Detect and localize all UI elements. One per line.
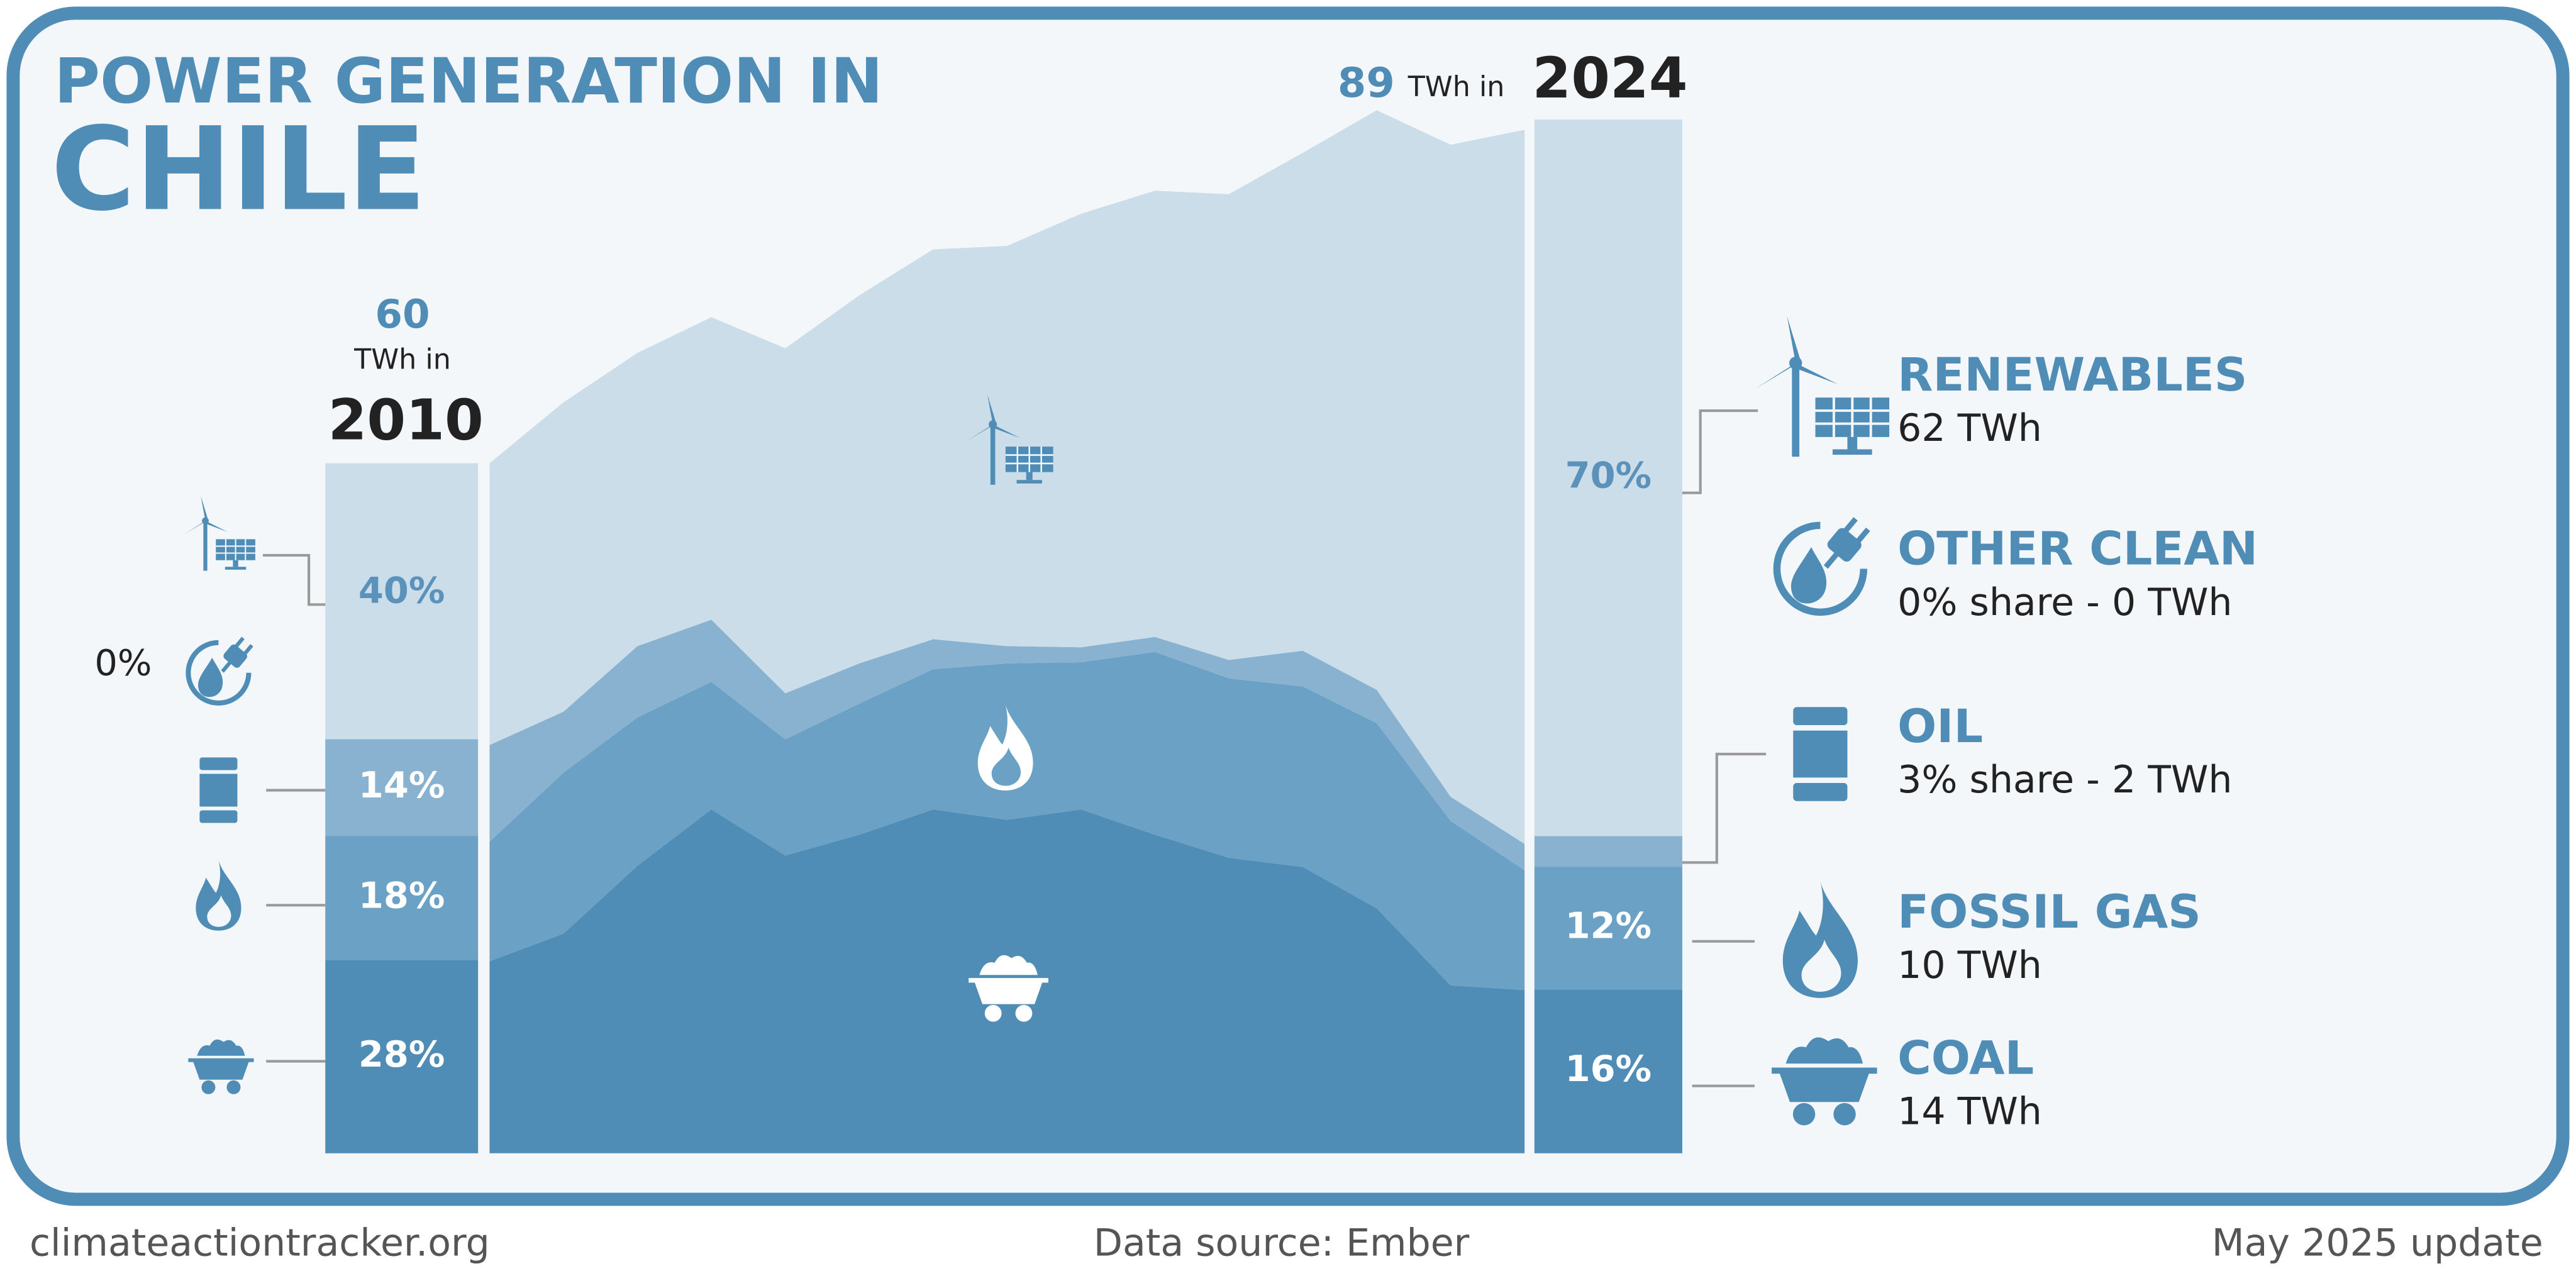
- start-bar-segment: [325, 739, 479, 836]
- title-line1: POWER GENERATION IN: [54, 45, 883, 118]
- end-bar-segment: [1534, 989, 1682, 1153]
- start-year: 2010: [328, 387, 484, 452]
- connector: [1682, 409, 1758, 494]
- area-4: [489, 110, 1525, 844]
- legend-name: RENEWABLES: [1897, 348, 2247, 402]
- legend-detail: 10 TWh: [1897, 943, 2042, 987]
- start-bar-segment: [325, 960, 479, 1153]
- footer-site: climateactiontracker.org: [30, 1221, 490, 1265]
- legend-name: COAL: [1897, 1032, 2034, 1085]
- end-bar-segment: [1534, 119, 1682, 836]
- legend-detail: 14 TWh: [1897, 1090, 2042, 1134]
- start-unit: TWh in: [353, 344, 451, 376]
- end-bar-segment: [1534, 836, 1682, 867]
- start-bar-segment: [325, 836, 479, 960]
- end-share-label: 70%: [1565, 454, 1652, 496]
- legend-detail: 3% share - 2 TWh: [1897, 758, 2232, 802]
- connector: [1682, 752, 1767, 864]
- start-share-label: 18%: [358, 874, 445, 916]
- left-icon: [199, 757, 238, 823]
- legend-icon: [1793, 707, 1848, 801]
- footer-source: Data source: Ember: [1094, 1221, 1470, 1265]
- area-2: [489, 619, 1525, 870]
- end-total: 89: [1338, 59, 1395, 107]
- end-bar-segment: [1534, 867, 1682, 990]
- connector: [262, 553, 326, 606]
- end-share-label: 16%: [1565, 1048, 1652, 1090]
- title-line2: CHILE: [51, 103, 426, 236]
- end-share-label: 12%: [1565, 904, 1652, 947]
- start-share-label: 28%: [358, 1033, 445, 1075]
- start-bar-segment: [325, 463, 479, 740]
- footer-update: May 2025 update: [2212, 1221, 2543, 1265]
- legend-detail: 0% share - 0 TWh: [1897, 580, 2232, 625]
- legend-detail: 62 TWh: [1897, 406, 2042, 450]
- legend-name: FOSSIL GAS: [1897, 886, 2201, 939]
- area-1: [489, 652, 1525, 991]
- start-share-label: 14%: [358, 764, 445, 806]
- legend-name: OIL: [1897, 700, 1983, 753]
- legend-name: OTHER CLEAN: [1897, 523, 2258, 576]
- start-share-label: 0%: [94, 642, 152, 684]
- start-total: 60: [375, 291, 430, 337]
- end-year: 2024: [1532, 46, 1687, 111]
- start-share-label: 40%: [358, 570, 445, 612]
- end-unit: TWh in: [1407, 71, 1505, 103]
